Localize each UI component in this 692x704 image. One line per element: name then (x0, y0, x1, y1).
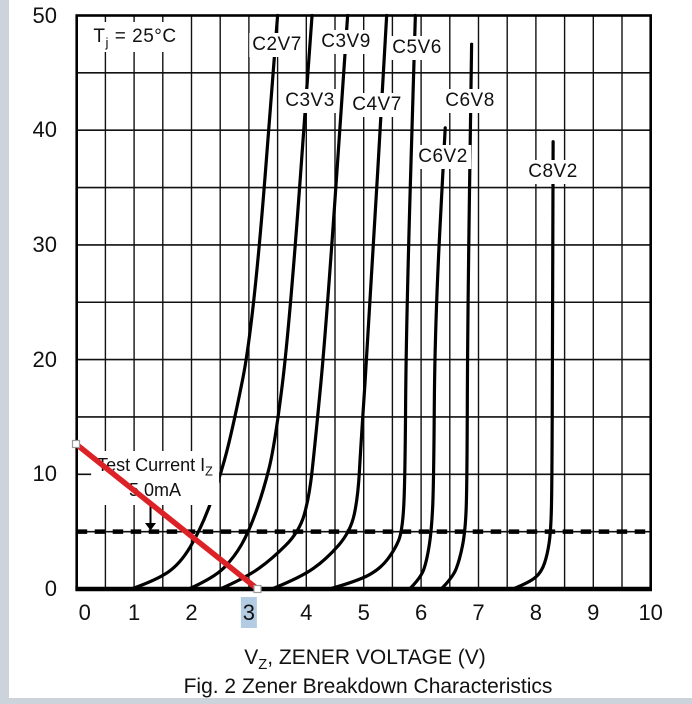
test-current-line1: Test Current IZ (97, 455, 213, 479)
figure-caption: Fig. 2 Zener Breakdown Characteristics (183, 675, 553, 698)
curve-label-c3v3: C3V3 (282, 89, 338, 113)
y-tick-label-30: 30 (32, 231, 57, 257)
curve-label-c6v2: C6V2 (415, 145, 471, 169)
x-tick-label-9: 9 (587, 600, 600, 625)
curve-c4v7 (270, 13, 389, 591)
x-tick-label-1: 1 (127, 600, 141, 625)
y-tick-label-50: 50 (32, 2, 57, 28)
curve-label-c3v9: C3V9 (318, 30, 374, 54)
curve-label-c8v2: C8V2 (525, 160, 581, 184)
curve-c6v2 (408, 126, 447, 591)
y-tick-label-10: 10 (32, 461, 57, 487)
curve-label-c5v6: C5V6 (389, 36, 445, 60)
page-edge-left (0, 0, 9, 704)
x-tick-label-6: 6 (414, 600, 428, 625)
x-tick-label-4: 4 (300, 600, 313, 625)
x-tick-label-8: 8 (529, 600, 543, 625)
page-edge-bottom (0, 698, 692, 704)
y-tick-label-40: 40 (32, 117, 57, 143)
x-tick-label-2: 2 (185, 600, 198, 625)
y-tick-label-20: 20 (32, 346, 57, 372)
x-tick-label-10: 10 (638, 600, 663, 625)
curve-label-c2v7: C2V7 (249, 33, 305, 57)
x-tick-label-0: 0 (78, 600, 91, 625)
curve-c5v6 (327, 13, 417, 591)
curve-c6v8 (439, 42, 474, 591)
red-markup-line[interactable] (74, 441, 260, 592)
y-tick-label-0: 0 (44, 576, 57, 601)
curve-label-c4v7: C4V7 (349, 93, 405, 117)
x-axis-title: VZ, ZENER VOLTAGE (V) (244, 646, 486, 674)
x-tick-label-3: 3 (240, 597, 258, 628)
red-line-handle-start[interactable] (71, 439, 81, 449)
x-tick-label-7: 7 (472, 600, 485, 625)
red-line-handle-end[interactable] (253, 584, 262, 594)
curve-c3v9 (218, 13, 350, 591)
temperature-condition-label: Tj = 25°C (84, 22, 186, 52)
down-arrow-icon (145, 523, 156, 531)
curve-c8v2 (511, 140, 555, 591)
x-tick-label-5: 5 (357, 600, 370, 625)
curve-label-c6v8: C6V8 (442, 89, 498, 113)
